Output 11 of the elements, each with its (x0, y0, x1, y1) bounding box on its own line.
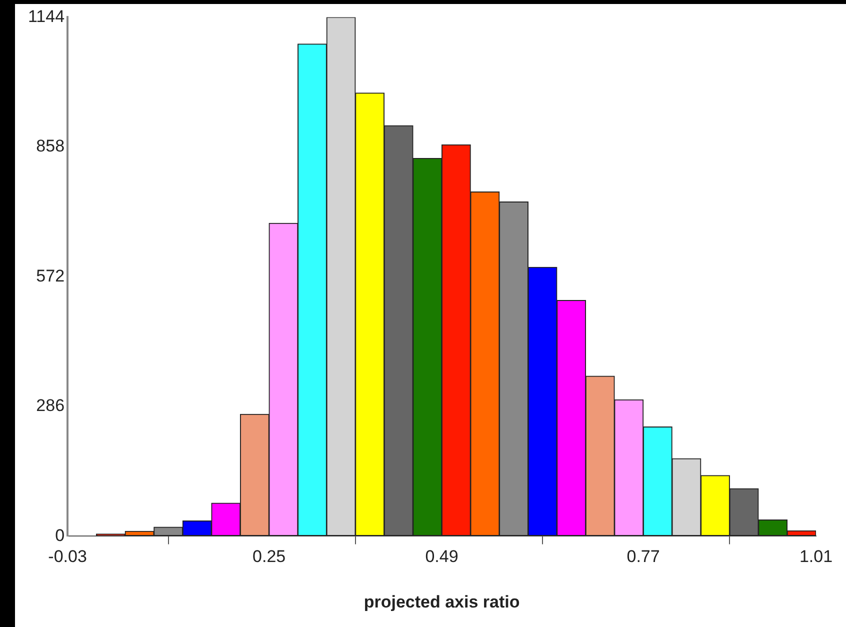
y-tick-label: 0 (55, 526, 65, 545)
x-tick-label: 1.01 (799, 547, 833, 566)
x-tick-label: -0.03 (48, 547, 87, 566)
x-tick-label: 0.25 (252, 547, 286, 566)
x-tick-label: 0.49 (425, 547, 458, 566)
y-tick-label: 572 (36, 266, 65, 286)
y-tick-label: 286 (36, 396, 65, 416)
y-tick-label: 858 (36, 136, 65, 156)
x-tick-label: 0.77 (626, 547, 660, 566)
y-tick-label: 1144 (28, 6, 65, 26)
x-axis-title: projected axis ratio (364, 592, 520, 612)
